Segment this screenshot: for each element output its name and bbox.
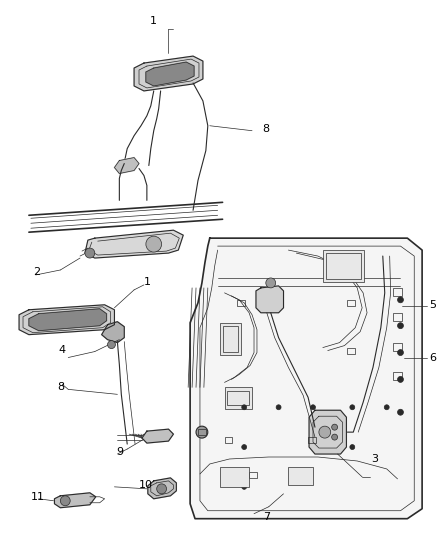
Text: 2: 2 [33, 267, 40, 277]
Circle shape [398, 350, 403, 356]
Bar [227, 391, 249, 405]
Bar [219, 322, 241, 354]
Circle shape [350, 405, 355, 410]
Polygon shape [85, 230, 183, 258]
Text: 1: 1 [143, 277, 150, 287]
Text: 11: 11 [31, 492, 45, 502]
Polygon shape [54, 493, 96, 508]
Bar [392, 313, 403, 321]
Circle shape [398, 376, 403, 382]
Polygon shape [148, 478, 177, 499]
Circle shape [196, 426, 208, 438]
Circle shape [242, 484, 247, 489]
Bar [198, 429, 206, 435]
Text: 3: 3 [371, 454, 378, 464]
Text: 8: 8 [57, 382, 64, 392]
Circle shape [157, 484, 166, 494]
Text: 7: 7 [263, 512, 270, 522]
Circle shape [398, 297, 403, 303]
Circle shape [85, 248, 95, 258]
Text: 9: 9 [116, 447, 123, 457]
Bar [392, 373, 403, 381]
Polygon shape [309, 410, 346, 454]
Circle shape [332, 424, 338, 430]
Text: 4: 4 [59, 344, 66, 354]
Circle shape [242, 405, 247, 410]
Circle shape [60, 496, 70, 506]
Bar [225, 437, 233, 443]
Circle shape [398, 409, 403, 415]
Bar [308, 437, 316, 443]
Polygon shape [102, 322, 124, 343]
Polygon shape [256, 286, 283, 313]
Circle shape [319, 426, 331, 438]
Circle shape [311, 405, 315, 410]
Polygon shape [142, 429, 173, 443]
Polygon shape [114, 158, 139, 173]
Text: 5: 5 [429, 300, 436, 310]
Text: 8: 8 [262, 124, 269, 134]
Bar [249, 472, 257, 478]
Circle shape [332, 434, 338, 440]
Circle shape [266, 278, 276, 288]
Bar [223, 326, 238, 352]
Polygon shape [146, 62, 194, 86]
Circle shape [276, 405, 281, 410]
Circle shape [146, 236, 162, 252]
Polygon shape [134, 56, 203, 91]
Bar [288, 467, 313, 485]
Bar [392, 343, 403, 351]
Circle shape [350, 445, 355, 449]
Text: 6: 6 [429, 352, 436, 362]
Bar [219, 467, 249, 487]
Circle shape [108, 341, 116, 349]
Circle shape [384, 405, 389, 410]
Polygon shape [19, 305, 114, 335]
Polygon shape [29, 309, 106, 330]
Bar [225, 387, 252, 409]
Text: 1: 1 [150, 17, 157, 26]
Circle shape [242, 445, 247, 449]
Bar [237, 300, 245, 306]
Polygon shape [190, 238, 422, 519]
Text: 10: 10 [139, 480, 153, 490]
Bar [392, 288, 403, 296]
Bar [323, 250, 364, 282]
Bar [347, 300, 355, 306]
Bar [347, 348, 355, 353]
Circle shape [398, 322, 403, 329]
Bar [326, 253, 361, 279]
